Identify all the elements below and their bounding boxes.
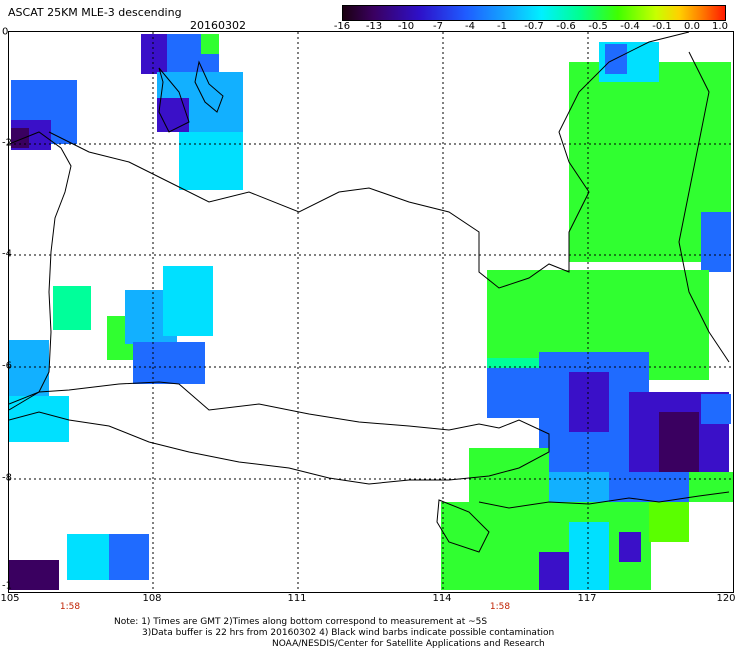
colorbar-tick: -0.1 bbox=[652, 21, 672, 32]
belitung-island bbox=[194, 60, 224, 113]
java-coast bbox=[9, 381, 550, 485]
graticule bbox=[9, 32, 733, 592]
bangka-island bbox=[158, 67, 190, 133]
borneo-coast bbox=[48, 32, 690, 289]
longitude-label: 114 bbox=[432, 593, 452, 604]
wind-swath-central bbox=[53, 266, 213, 384]
footnote-line: Note: 1) Times are GMT 2)Times along bot… bbox=[114, 617, 488, 627]
colorbar-tick: -7 bbox=[433, 21, 443, 32]
product-date: 20160302 bbox=[190, 19, 246, 32]
colorbar-tick: -16 bbox=[333, 21, 351, 32]
latitude-label: -6 bbox=[2, 360, 12, 372]
longitude-label: 111 bbox=[287, 593, 307, 604]
wind-swath-bangka bbox=[141, 34, 243, 190]
latitude-label: -4 bbox=[2, 248, 12, 260]
longitude-label: 117 bbox=[577, 593, 597, 604]
wind-swath-east bbox=[441, 42, 733, 590]
colorbar-tick: 1.0 bbox=[712, 21, 728, 32]
latitude-label: 0 bbox=[2, 26, 9, 38]
footnote: Note: 1) Times are GMT 2)Times along bot… bbox=[114, 617, 554, 650]
wind-swath-southwest bbox=[9, 534, 149, 590]
footnote-line: 3)Data buffer is 22 hrs from 20160302 4)… bbox=[142, 628, 555, 638]
sulawesi-coast bbox=[678, 51, 730, 363]
longitude-label: 108 bbox=[142, 593, 162, 604]
product-title: ASCAT 25KM MLE-3 descending bbox=[8, 6, 182, 19]
footnote-line: NOAA/NESDIS/Center for Satellite Applica… bbox=[272, 639, 545, 649]
coastlines bbox=[9, 32, 730, 553]
small-island bbox=[436, 499, 490, 553]
colorbar-tick: -10 bbox=[397, 21, 415, 32]
colorbar-tick: -0.5 bbox=[588, 21, 608, 32]
colorbar-tick: -0.4 bbox=[620, 21, 640, 32]
latitude-label: -2 bbox=[2, 137, 12, 149]
map-panel bbox=[8, 31, 734, 593]
bali-nusa-coast bbox=[478, 491, 730, 509]
pass-time-label: 1:58 bbox=[489, 602, 511, 612]
colorbar-tick: -1 bbox=[497, 21, 507, 32]
colorbar-ticks: -16 -13 -10 -7 -4 -1 -0.7 -0.6 -0.5 -0.4… bbox=[334, 21, 728, 35]
pass-time-label: 1:58 bbox=[59, 602, 81, 612]
wind-swath-northwest bbox=[11, 80, 77, 150]
latitude-label: -1 bbox=[2, 580, 12, 592]
colorbar-tick: 0.0 bbox=[684, 21, 700, 32]
colorbar bbox=[342, 5, 726, 21]
colorbar-tick: -13 bbox=[365, 21, 383, 32]
colorbar-tick: -0.6 bbox=[556, 21, 576, 32]
longitude-label: 105 bbox=[0, 593, 20, 604]
latitude-label: -8 bbox=[2, 472, 12, 484]
longitude-label: 120 bbox=[716, 593, 736, 604]
colorbar-tick: -0.7 bbox=[524, 21, 544, 32]
colorbar-tick: -4 bbox=[465, 21, 475, 32]
map-canvas bbox=[9, 32, 733, 592]
